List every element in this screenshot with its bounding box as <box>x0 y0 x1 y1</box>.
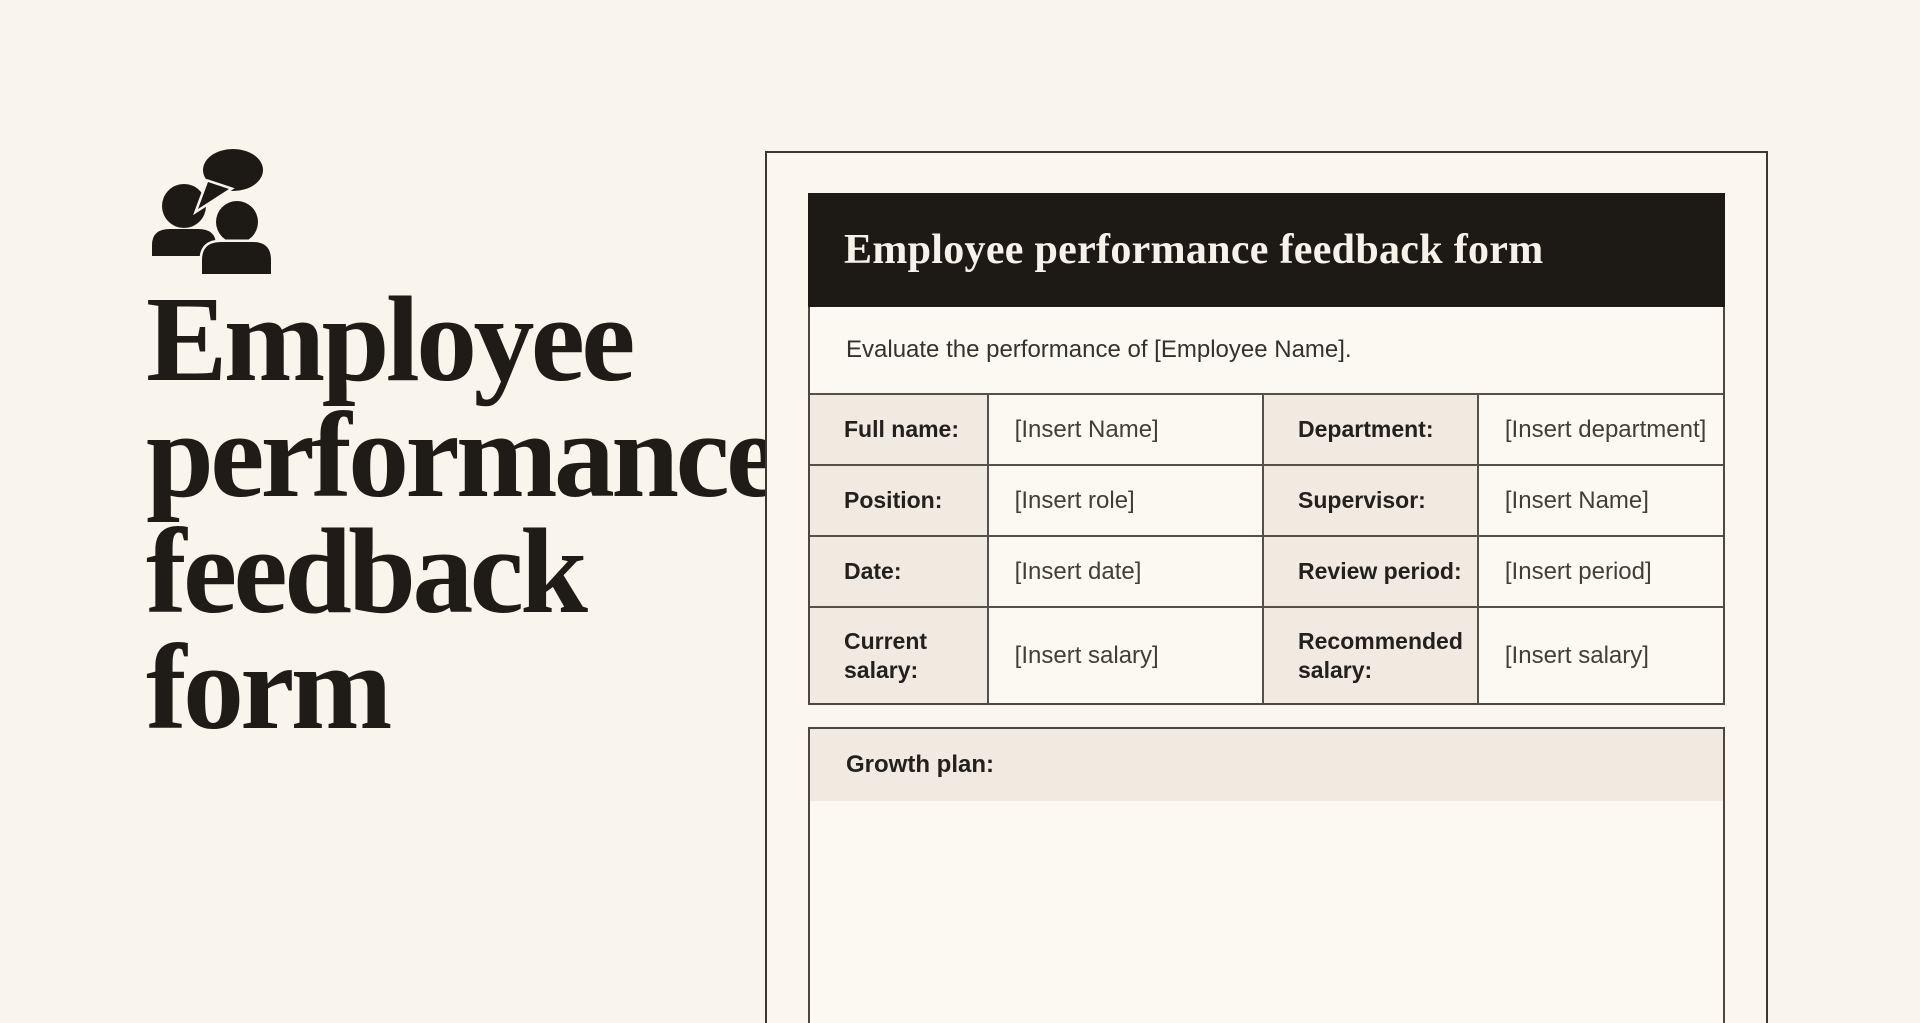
field-label-date: Date: <box>810 535 989 606</box>
field-value-current-salary[interactable]: [Insert salary] <box>988 606 1265 703</box>
field-value-department[interactable]: [Insert department] <box>1478 393 1723 464</box>
page-title-line: feedback <box>146 504 588 639</box>
field-value-position[interactable]: [Insert role] <box>988 464 1265 535</box>
field-label-full-name: Full name: <box>810 393 989 464</box>
form-intro-text: Evaluate the performance of [Employee Na… <box>846 336 1352 363</box>
field-value-full-name[interactable]: [Insert Name] <box>988 393 1265 464</box>
field-label-recommended-salary: Recommended salary: <box>1264 606 1479 703</box>
page-title-line: performance <box>146 388 780 523</box>
field-label-supervisor: Supervisor: <box>1264 464 1479 535</box>
field-label-review-period: Review period: <box>1264 535 1479 606</box>
form-header-bar: Employee performance feedback form <box>808 193 1725 307</box>
form-fields-table: Evaluate the performance of [Employee Na… <box>808 307 1725 705</box>
growth-plan-label: Growth plan: <box>846 751 994 778</box>
field-value-date[interactable]: [Insert date] <box>988 535 1265 606</box>
people-conversation-icon <box>152 146 274 276</box>
field-label-position: Position: <box>810 464 989 535</box>
growth-plan-section: Growth plan: <box>808 727 1725 1023</box>
growth-plan-input-area[interactable] <box>810 801 1723 1023</box>
field-label-current-salary: Current salary: <box>810 606 989 703</box>
feedback-form-card: Employee performance feedback form Evalu… <box>765 151 1768 1023</box>
field-value-recommended-salary[interactable]: [Insert salary] <box>1478 606 1723 703</box>
field-value-supervisor[interactable]: [Insert Name] <box>1478 464 1723 535</box>
form-header-title: Employee performance feedback form <box>844 227 1544 273</box>
field-label-department: Department: <box>1264 393 1479 464</box>
field-value-review-period[interactable]: [Insert period] <box>1478 535 1723 606</box>
page-title-line: Employee <box>146 272 635 407</box>
page-title-line: form <box>146 620 392 755</box>
page-title: Employee performance feedback form <box>146 272 806 755</box>
